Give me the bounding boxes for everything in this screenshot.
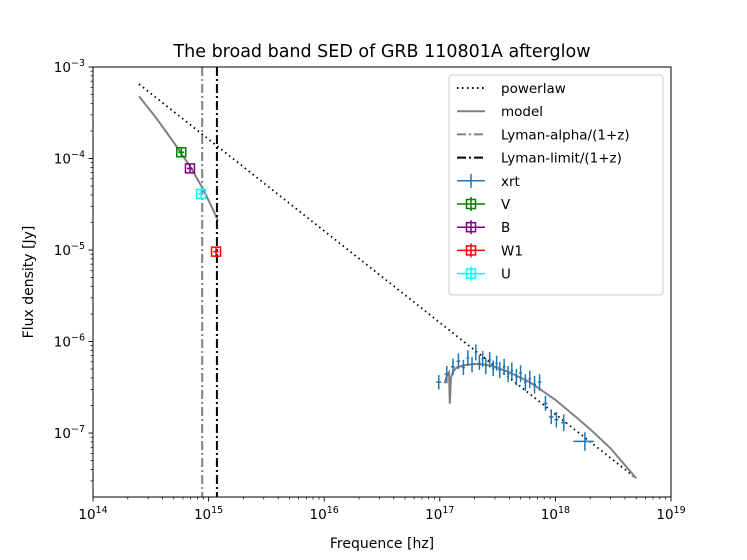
xrt-point-15: [502, 358, 506, 376]
xrt-point-11: [488, 351, 491, 368]
xrt-point-28: [573, 432, 594, 451]
legend-entry-3: Lyman-limit/(1+z): [457, 151, 622, 167]
legend-entry-4: xrt: [457, 173, 520, 190]
u-point-0-marker: [195, 188, 207, 200]
legend: powerlaw model Lyman-alpha/(1+z) Lyman-limi…: [448, 74, 664, 296]
w1-point-0-marker: [210, 246, 222, 257]
xrt-point-9: [481, 350, 484, 367]
legend-box: [448, 74, 664, 296]
legend-entry-2: Lyman-alpha/(1+z): [457, 127, 630, 143]
xrt-point-20: [523, 374, 527, 391]
legend-entry-1: model: [457, 104, 543, 120]
xrt-point-3: [456, 353, 461, 370]
v-point-0: [176, 147, 187, 158]
xrt-point-13: [495, 355, 498, 371]
xrt-point-25: [548, 409, 554, 425]
plot-area: [138, 67, 637, 497]
y-axis-label: Flux density [Jy]: [21, 226, 37, 339]
legend-entry-5: V: [457, 197, 511, 213]
legend-entry-0: powerlaw: [457, 81, 566, 97]
xrt-point-16: [506, 366, 510, 383]
xrt-point-1: [444, 366, 449, 384]
xrt-point-12: [492, 360, 495, 377]
xrt-point-23: [537, 374, 542, 391]
legend-label-8: U: [501, 267, 511, 283]
xrt-point-26: [554, 411, 559, 428]
xrt-point-8: [478, 355, 481, 370]
legend-marker-6: [465, 221, 477, 233]
plot-frame: [92, 66, 672, 498]
xrt-point-21: [528, 370, 531, 389]
legend-marker-8: [465, 268, 477, 279]
legend-entry-6: B: [457, 220, 510, 236]
legend-label-5: V: [501, 197, 511, 213]
chart-title: The broad band SED of GRB 110801A afterg…: [172, 42, 590, 62]
legend-label-6: B: [501, 220, 510, 236]
b-point-0-marker: [184, 163, 196, 174]
legend-marker-5: [465, 198, 477, 210]
b-point-0: [184, 163, 196, 174]
legend-label-0: powerlaw: [501, 81, 566, 97]
xrt-point-0: [436, 375, 442, 390]
xrt-point-7: [474, 344, 478, 361]
xrt-point-18: [515, 369, 518, 386]
xrt-point-24: [543, 395, 548, 411]
legend-label-1: model: [501, 104, 543, 120]
xrt-point-17: [510, 362, 514, 379]
legend-label-2: Lyman-alpha/(1+z): [501, 127, 630, 143]
x-axis-label: Frequence [hz]: [330, 536, 434, 552]
xrt-point-14: [498, 361, 501, 378]
legend-label-3: Lyman-limit/(1+z): [501, 151, 622, 167]
legend-label-4: xrt: [501, 174, 520, 190]
xrt-point-4: [461, 359, 465, 376]
legend-marker-7: [465, 245, 477, 256]
xrt-point-10: [484, 358, 487, 375]
v-point-0-marker: [176, 147, 187, 158]
legend-label-7: W1: [501, 243, 523, 259]
xrt-point-2: [451, 358, 455, 376]
xrt-point-5: [466, 350, 470, 367]
xrt-point-19: [519, 365, 523, 383]
u-point-0: [195, 188, 207, 200]
xrt-point-22: [532, 376, 537, 394]
powerlaw-line: [138, 83, 637, 480]
xrt-point-27: [561, 414, 567, 432]
legend-entry-7: W1: [457, 243, 523, 259]
xrt-point-6: [470, 356, 474, 373]
w1-point-0: [210, 246, 222, 257]
legend-entry-8: U: [457, 266, 511, 283]
